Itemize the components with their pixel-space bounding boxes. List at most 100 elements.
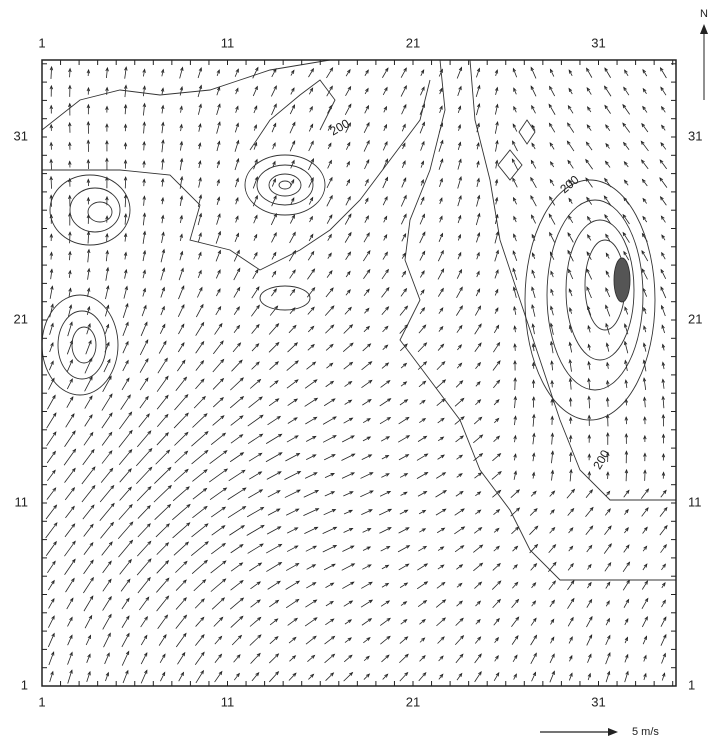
wind-vector bbox=[548, 562, 556, 571]
wind-vector bbox=[364, 160, 368, 169]
wind-vector bbox=[326, 601, 333, 605]
wind-vector bbox=[154, 468, 170, 484]
wind-vector bbox=[623, 105, 630, 115]
wind-vector bbox=[86, 635, 90, 645]
wind-vector bbox=[438, 288, 443, 296]
wind-vector bbox=[399, 654, 408, 662]
wind-vector bbox=[420, 251, 425, 260]
wind-vector bbox=[362, 400, 371, 406]
wind-vector bbox=[361, 582, 372, 588]
wind-vector bbox=[212, 598, 224, 609]
wind-vector bbox=[48, 616, 54, 628]
wind-map: 200 200 200 N 5 m/s 11121311112131111213… bbox=[0, 0, 712, 742]
wind-vector bbox=[382, 68, 388, 78]
wind-vector bbox=[195, 599, 204, 608]
wind-vector bbox=[567, 599, 573, 609]
wind-vector bbox=[67, 341, 72, 355]
wind-vector bbox=[251, 305, 259, 316]
wind-vector bbox=[382, 270, 388, 279]
wind-vector bbox=[304, 527, 317, 533]
wind-vector bbox=[530, 545, 538, 553]
wind-vector bbox=[192, 451, 208, 464]
wind-vector bbox=[83, 505, 94, 519]
wind-vector bbox=[86, 341, 91, 355]
wind-vector bbox=[176, 598, 186, 610]
wind-vector bbox=[253, 68, 258, 79]
wind-vector bbox=[191, 542, 208, 556]
wind-vector bbox=[160, 324, 165, 333]
wind-vector bbox=[344, 655, 352, 662]
wind-vector bbox=[211, 544, 225, 554]
wind-vector bbox=[380, 491, 390, 496]
wind-vector bbox=[642, 251, 648, 261]
wind-vector bbox=[456, 306, 462, 316]
wind-vector bbox=[290, 122, 295, 133]
wind-vector bbox=[550, 233, 555, 243]
wind-vector bbox=[400, 583, 407, 588]
grid-label: 11 bbox=[15, 494, 29, 509]
wind-vector bbox=[284, 472, 300, 480]
wind-vector bbox=[362, 619, 371, 626]
grid-label: 31 bbox=[688, 128, 702, 143]
wind-vector bbox=[492, 581, 500, 589]
wind-vector bbox=[103, 561, 112, 573]
wind-vector bbox=[173, 523, 190, 538]
wind-vector bbox=[569, 270, 573, 279]
wind-vector bbox=[342, 473, 354, 479]
wind-vector bbox=[287, 436, 298, 442]
wind-vector bbox=[437, 362, 445, 370]
wind-vector bbox=[327, 215, 332, 224]
wind-vector bbox=[455, 509, 464, 515]
wind-vector bbox=[175, 451, 188, 463]
wind-vector bbox=[122, 598, 129, 609]
wind-vector bbox=[381, 381, 390, 388]
wind-vector bbox=[567, 489, 575, 498]
wind-vector bbox=[174, 542, 188, 555]
wind-vector bbox=[624, 545, 629, 552]
wind-vector bbox=[661, 287, 666, 298]
wind-vector bbox=[494, 325, 498, 333]
wind-vector bbox=[230, 598, 243, 609]
wind-vector bbox=[474, 528, 481, 534]
wind-vector bbox=[215, 324, 222, 335]
wind-vector bbox=[123, 322, 128, 335]
contour bbox=[260, 286, 310, 310]
wind-vector bbox=[83, 578, 93, 593]
wind-vector bbox=[549, 581, 556, 590]
wind-vector bbox=[419, 673, 426, 681]
wind-vector bbox=[326, 381, 334, 386]
wind-vector bbox=[196, 305, 203, 317]
wind-vector bbox=[250, 635, 261, 645]
wind-vector bbox=[531, 618, 536, 625]
wind-vector bbox=[587, 68, 592, 77]
wind-vector bbox=[436, 509, 446, 515]
wind-vector bbox=[84, 596, 93, 611]
wind-vector bbox=[140, 340, 147, 355]
wind-vector bbox=[381, 601, 389, 606]
wind-vector bbox=[493, 361, 500, 371]
wind-vector bbox=[137, 559, 151, 575]
wind-vector bbox=[457, 326, 462, 333]
wind-vector bbox=[216, 251, 220, 262]
wind-vector bbox=[344, 673, 353, 682]
wind-vector bbox=[215, 672, 222, 682]
wind-vector bbox=[382, 307, 389, 315]
wind-vector bbox=[605, 105, 611, 113]
wind-vector bbox=[287, 528, 297, 533]
wind-vector bbox=[213, 379, 223, 390]
wind-vector bbox=[326, 288, 333, 297]
wind-vector bbox=[191, 432, 207, 447]
wind-vector bbox=[249, 472, 261, 479]
wind-vector bbox=[173, 487, 189, 501]
wind-vector bbox=[341, 454, 354, 460]
wind-vector bbox=[139, 414, 149, 427]
wind-vector bbox=[585, 507, 592, 516]
wind-vector bbox=[156, 524, 169, 537]
wind-vector bbox=[325, 619, 333, 625]
wind-vector bbox=[418, 343, 426, 352]
wind-vector bbox=[231, 416, 243, 425]
wind-vector bbox=[286, 581, 300, 589]
wind-vector bbox=[456, 491, 463, 496]
wind-vector bbox=[511, 617, 518, 627]
wind-vector bbox=[123, 361, 128, 371]
